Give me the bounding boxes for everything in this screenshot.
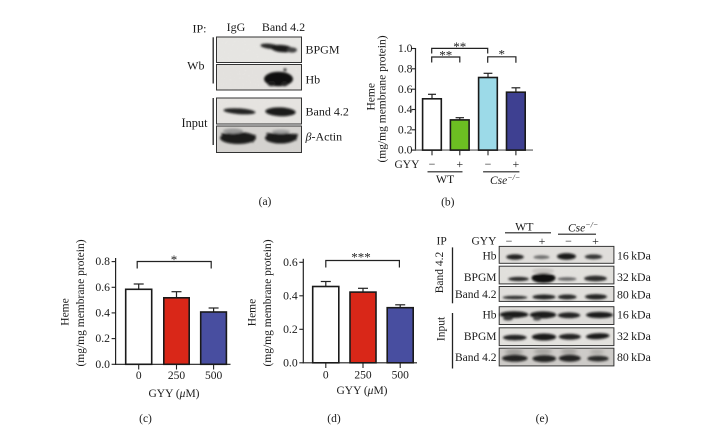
svg-text:**: **: [453, 39, 466, 54]
svg-text:Band 4.2: Band 4.2: [455, 352, 497, 364]
svg-text:Input: Input: [182, 116, 209, 130]
svg-text:GYY: GYY: [395, 159, 421, 171]
svg-text:IgG: IgG: [227, 20, 246, 34]
svg-text:16 kDa: 16 kDa: [617, 249, 652, 263]
svg-text:−: −: [485, 157, 492, 171]
svg-text:80 kDa: 80 kDa: [617, 288, 652, 302]
svg-text:(mg/mg membrane protein): (mg/mg membrane protein): [262, 239, 274, 366]
svg-text:80 kDa: 80 kDa: [617, 350, 652, 364]
svg-text:IP:: IP:: [193, 22, 207, 36]
svg-text:Input: Input: [436, 316, 448, 341]
svg-text:0.2: 0.2: [283, 323, 298, 336]
svg-text:+: +: [539, 234, 546, 248]
svg-text:0.2: 0.2: [95, 332, 110, 345]
svg-text:GYY (μM): GYY (μM): [148, 388, 199, 400]
svg-text:Heme: Heme: [366, 83, 378, 110]
svg-text:+: +: [456, 157, 463, 171]
svg-text:−: −: [565, 234, 572, 248]
svg-text:0.8: 0.8: [95, 255, 110, 268]
svg-text:500: 500: [392, 370, 410, 382]
svg-text:BPGM: BPGM: [464, 272, 497, 284]
svg-text:*: *: [171, 252, 178, 267]
svg-text:Heme: Heme: [59, 298, 71, 325]
svg-text:(a): (a): [259, 196, 272, 208]
svg-text:**: **: [439, 47, 452, 62]
svg-text:1.0: 1.0: [398, 42, 413, 55]
svg-text:0.4: 0.4: [95, 307, 110, 320]
svg-text:0.6: 0.6: [398, 83, 413, 96]
svg-text:(c): (c): [139, 413, 152, 425]
svg-text:Cse−/−: Cse−/−: [568, 221, 598, 235]
svg-text:0.0: 0.0: [398, 144, 413, 157]
svg-text:Band 4.2: Band 4.2: [455, 289, 497, 301]
svg-text:+: +: [592, 234, 599, 248]
svg-text:Hb: Hb: [306, 73, 321, 87]
svg-text:(mg/mg membrane protein): (mg/mg membrane protein): [377, 35, 389, 162]
svg-text:−: −: [506, 234, 513, 248]
svg-text:*: *: [499, 47, 506, 62]
svg-text:0.0: 0.0: [283, 356, 298, 369]
svg-text:32 kDa: 32 kDa: [617, 270, 652, 284]
svg-text:Band 4.2: Band 4.2: [306, 105, 349, 119]
svg-text:(e): (e): [536, 413, 549, 425]
svg-text:(mg/mg membrane protein): (mg/mg membrane protein): [75, 239, 87, 366]
svg-text:0.4: 0.4: [283, 289, 298, 302]
svg-text:0.4: 0.4: [398, 103, 413, 116]
svg-text:Cse−/−: Cse−/−: [490, 173, 520, 187]
svg-text:GYY (μM): GYY (μM): [336, 385, 387, 397]
svg-text:GYY: GYY: [472, 236, 498, 248]
svg-text:Hb: Hb: [482, 310, 496, 322]
svg-text:0: 0: [323, 370, 329, 382]
svg-text:0: 0: [136, 370, 142, 382]
svg-text:Hb: Hb: [482, 251, 496, 263]
svg-text:500: 500: [205, 370, 223, 382]
svg-text:β-Actin: β-Actin: [305, 130, 343, 144]
svg-text:0.6: 0.6: [283, 256, 298, 269]
svg-text:WT: WT: [436, 172, 455, 186]
svg-text:Band 4.2: Band 4.2: [262, 20, 305, 34]
svg-text:250: 250: [354, 370, 372, 382]
svg-text:BPGM: BPGM: [464, 331, 497, 343]
svg-text:0.0: 0.0: [95, 358, 110, 371]
svg-text:(d): (d): [327, 413, 341, 425]
svg-text:0.6: 0.6: [95, 281, 110, 294]
svg-text:0.8: 0.8: [398, 62, 413, 75]
svg-text:32 kDa: 32 kDa: [617, 329, 652, 343]
svg-text:−: −: [429, 157, 436, 171]
svg-text:+: +: [513, 157, 520, 171]
svg-text:WT: WT: [515, 220, 534, 234]
svg-text:Heme: Heme: [247, 299, 259, 326]
svg-text:IP: IP: [437, 236, 447, 248]
svg-text:250: 250: [168, 370, 186, 382]
svg-text:BPGM: BPGM: [306, 43, 340, 57]
svg-text:0.2: 0.2: [398, 123, 413, 136]
svg-text:***: ***: [351, 249, 371, 264]
svg-text:16 kDa: 16 kDa: [617, 308, 652, 322]
svg-text:(b): (b): [441, 197, 455, 209]
svg-text:Band 4.2: Band 4.2: [434, 251, 446, 293]
svg-text:Wb: Wb: [187, 59, 204, 73]
